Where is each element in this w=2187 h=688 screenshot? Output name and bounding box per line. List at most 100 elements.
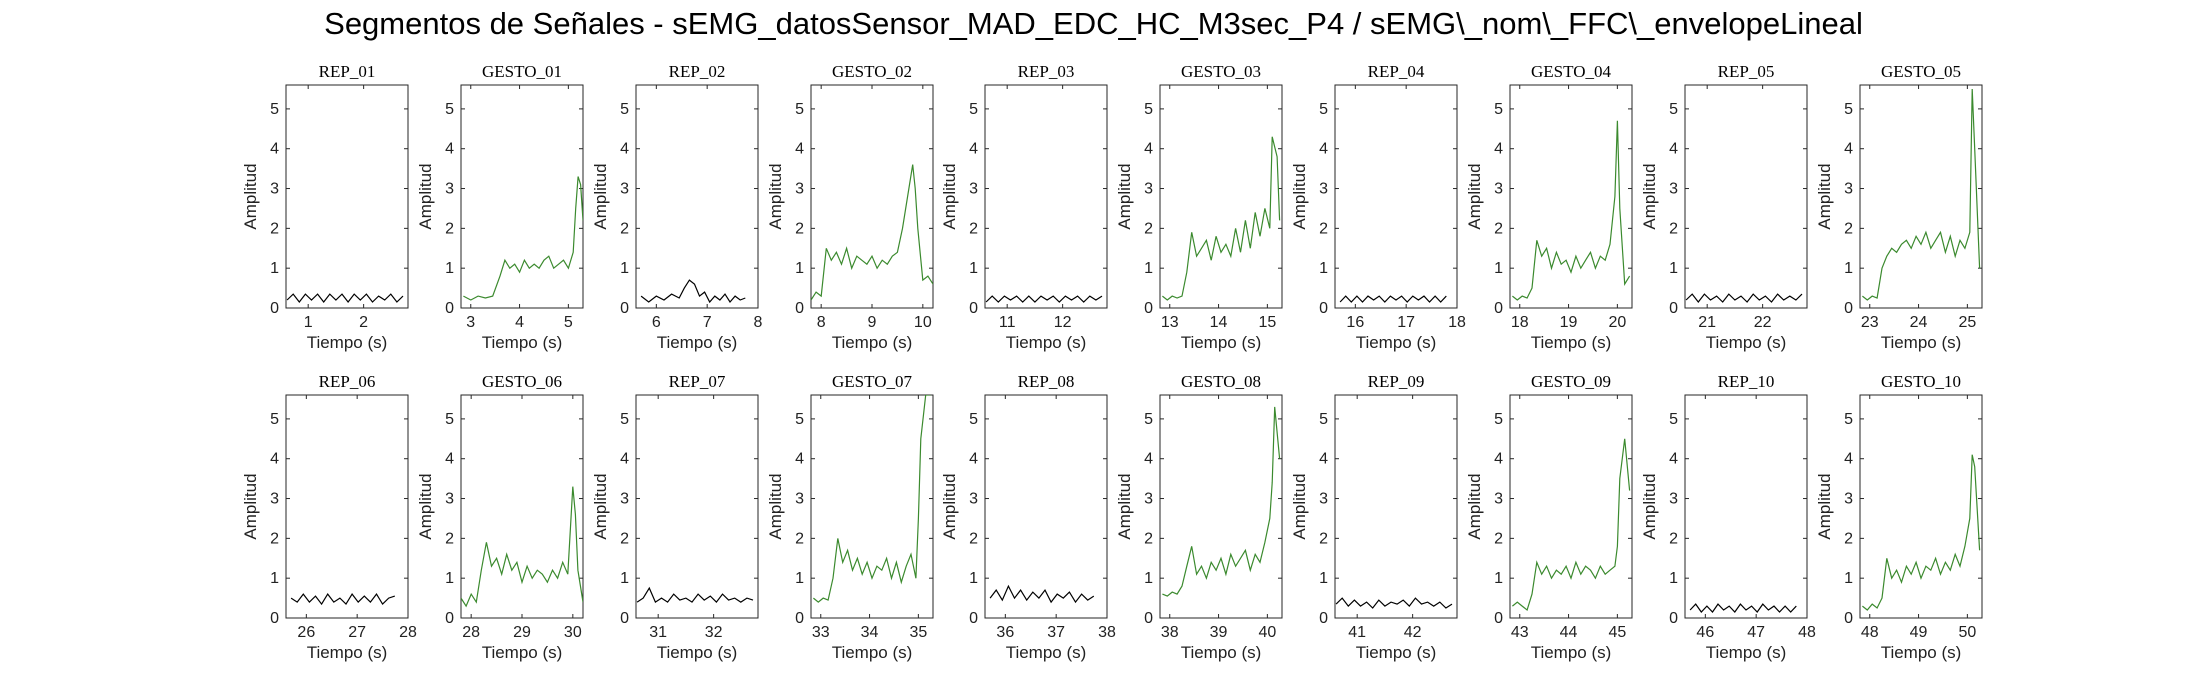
subplot-4-ytick-label: 4 — [795, 141, 804, 158]
subplot-1-series-line — [286, 293, 404, 303]
subplot-14-ytick-label: 4 — [795, 451, 804, 468]
subplot-18-xlabel: Tiempo (s) — [1531, 643, 1612, 662]
subplot-14-xlabel: Tiempo (s) — [832, 643, 913, 662]
subplot-15-ytick-label: 0 — [969, 610, 978, 627]
subplot-8-xtick-label: 20 — [1608, 314, 1626, 331]
subplot-7-axes-box — [1334, 84, 1458, 309]
subplot-19-xtick-label: 47 — [1747, 624, 1765, 641]
subplot-18-xtick-label: 44 — [1560, 624, 1578, 641]
subplot-14-title: GESTO_07 — [832, 372, 912, 391]
subplot-4-ytick-label: 5 — [795, 101, 804, 118]
subplot-10-ylabel: Amplitud — [1815, 163, 1834, 229]
subplot-7-xtick-label: 17 — [1397, 314, 1415, 331]
subplot-6-xtick-label: 14 — [1210, 314, 1228, 331]
subplot-13-series-line — [636, 586, 754, 604]
subplot-8-ytick-label: 5 — [1494, 101, 1503, 118]
subplot-2-ylabel: Amplitud — [416, 163, 435, 229]
subplot-18-xtick-label: 45 — [1608, 624, 1626, 641]
subplot-11-ytick-label: 1 — [270, 570, 279, 587]
subplot-14-ytick-label: 3 — [795, 491, 804, 508]
subplot-1-ytick-label: 5 — [270, 101, 279, 118]
subplot-16-ytick-label: 5 — [1144, 411, 1153, 428]
subplot-2-xtick-label: 3 — [466, 314, 475, 331]
subplot-13-ytick-label: 0 — [620, 610, 629, 627]
subplot-3-ytick-label: 2 — [620, 220, 629, 237]
subplot-1-axes-box — [285, 84, 409, 309]
subplot-15-xtick-label: 38 — [1098, 624, 1116, 641]
subplot-8-xtick-label: 19 — [1560, 314, 1578, 331]
subplot-19-xlabel: Tiempo (s) — [1706, 643, 1787, 662]
subplot-10-title: GESTO_05 — [1881, 62, 1961, 81]
subplot-7-ylabel: Amplitud — [1290, 163, 1309, 229]
subplot-17-ytick-label: 1 — [1319, 570, 1328, 587]
subplot-9-ytick-label: 1 — [1669, 260, 1678, 277]
subplot-19-ytick-label: 4 — [1669, 451, 1678, 468]
subplot-9-ytick-label: 2 — [1669, 220, 1678, 237]
subplot-5-title: REP_03 — [1018, 62, 1075, 81]
subplot-12-ytick-label: 1 — [445, 570, 454, 587]
subplot-13-xtick-label: 32 — [705, 624, 723, 641]
subplot-9-axes-box — [1684, 84, 1808, 309]
subplot-20-ytick-label: 3 — [1844, 491, 1853, 508]
subplot-6-ytick-label: 2 — [1144, 220, 1153, 237]
subplot-17-xlabel: Tiempo (s) — [1356, 643, 1437, 662]
subplot-9-ytick-label: 4 — [1669, 141, 1678, 158]
subplot-7-ytick-label: 0 — [1319, 300, 1328, 317]
subplot-17-xtick-label: 42 — [1404, 624, 1422, 641]
subplot-13-xtick-label: 31 — [649, 624, 667, 641]
subplot-10-ytick-label: 2 — [1844, 220, 1853, 237]
subplot-15-ytick-label: 3 — [969, 491, 978, 508]
subplot-18-ylabel: Amplitud — [1465, 473, 1484, 539]
subplot-20-series-line — [1862, 454, 1981, 611]
subplot-13-ytick-label: 4 — [620, 451, 629, 468]
subplot-3-title: REP_02 — [669, 62, 726, 81]
subplot-6-ytick-label: 3 — [1144, 181, 1153, 198]
subplot-6-ytick-label: 0 — [1144, 300, 1153, 317]
subplot-7-xtick-label: 18 — [1448, 314, 1466, 331]
subplot-16-xlabel: Tiempo (s) — [1181, 643, 1262, 662]
subplot-10-xtick-label: 24 — [1910, 314, 1928, 331]
subplot-15-ytick-label: 1 — [969, 570, 978, 587]
subplot-5-ytick-label: 5 — [969, 101, 978, 118]
subplot-1-ytick-label: 3 — [270, 181, 279, 198]
subplot-15-ytick-label: 2 — [969, 530, 978, 547]
subplot-11-ytick-label: 2 — [270, 530, 279, 547]
subplot-2-ytick-label: 2 — [445, 220, 454, 237]
subplot-1-ylabel: Amplitud — [241, 163, 260, 229]
subplot-13-ytick-label: 1 — [620, 570, 629, 587]
subplot-19-title: REP_10 — [1718, 372, 1775, 391]
subplot-12-ytick-label: 5 — [445, 411, 454, 428]
subplot-15-ylabel: Amplitud — [940, 473, 959, 539]
subplot-11-xtick-label: 27 — [348, 624, 366, 641]
subplot-5-ylabel: Amplitud — [940, 163, 959, 229]
subplot-11-title: REP_06 — [319, 372, 376, 391]
subplot-9-ylabel: Amplitud — [1640, 163, 1659, 229]
subplot-4-ylabel: Amplitud — [766, 163, 785, 229]
subplot-18-title: GESTO_09 — [1531, 372, 1611, 391]
subplot-2-xtick-label: 4 — [515, 314, 524, 331]
subplot-10-xtick-label: 25 — [1958, 314, 1976, 331]
subplot-16-axes-box — [1159, 394, 1283, 619]
subplot-18-series-line — [1512, 438, 1631, 612]
subplot-16-ytick-label: 2 — [1144, 530, 1153, 547]
subplot-18-xtick-label: 43 — [1511, 624, 1529, 641]
subplot-15-xtick-label: 36 — [996, 624, 1014, 641]
subplot-1-xtick-label: 2 — [359, 314, 368, 331]
subplot-11-xtick-label: 28 — [399, 624, 417, 641]
subplot-20-ytick-label: 5 — [1844, 411, 1853, 428]
subplot-2-ytick-label: 3 — [445, 181, 454, 198]
subplot-11-series-line — [290, 593, 395, 606]
subplot-2-axes-box — [460, 84, 584, 309]
subplot-20-ylabel: Amplitud — [1815, 473, 1834, 539]
subplot-14-ytick-label: 0 — [795, 610, 804, 627]
subplot-4-xtick-label: 8 — [817, 314, 826, 331]
subplot-5-ytick-label: 3 — [969, 181, 978, 198]
subplot-20-title: GESTO_10 — [1881, 372, 1961, 391]
subplot-19-ytick-label: 3 — [1669, 491, 1678, 508]
subplot-5-ytick-label: 0 — [969, 300, 978, 317]
subplot-12-xtick-label: 30 — [564, 624, 582, 641]
subplot-9-xtick-label: 21 — [1698, 314, 1716, 331]
subplot-17-ytick-label: 4 — [1319, 451, 1328, 468]
subplot-8-ytick-label: 4 — [1494, 141, 1503, 158]
subplot-6-xlabel: Tiempo (s) — [1181, 333, 1262, 352]
